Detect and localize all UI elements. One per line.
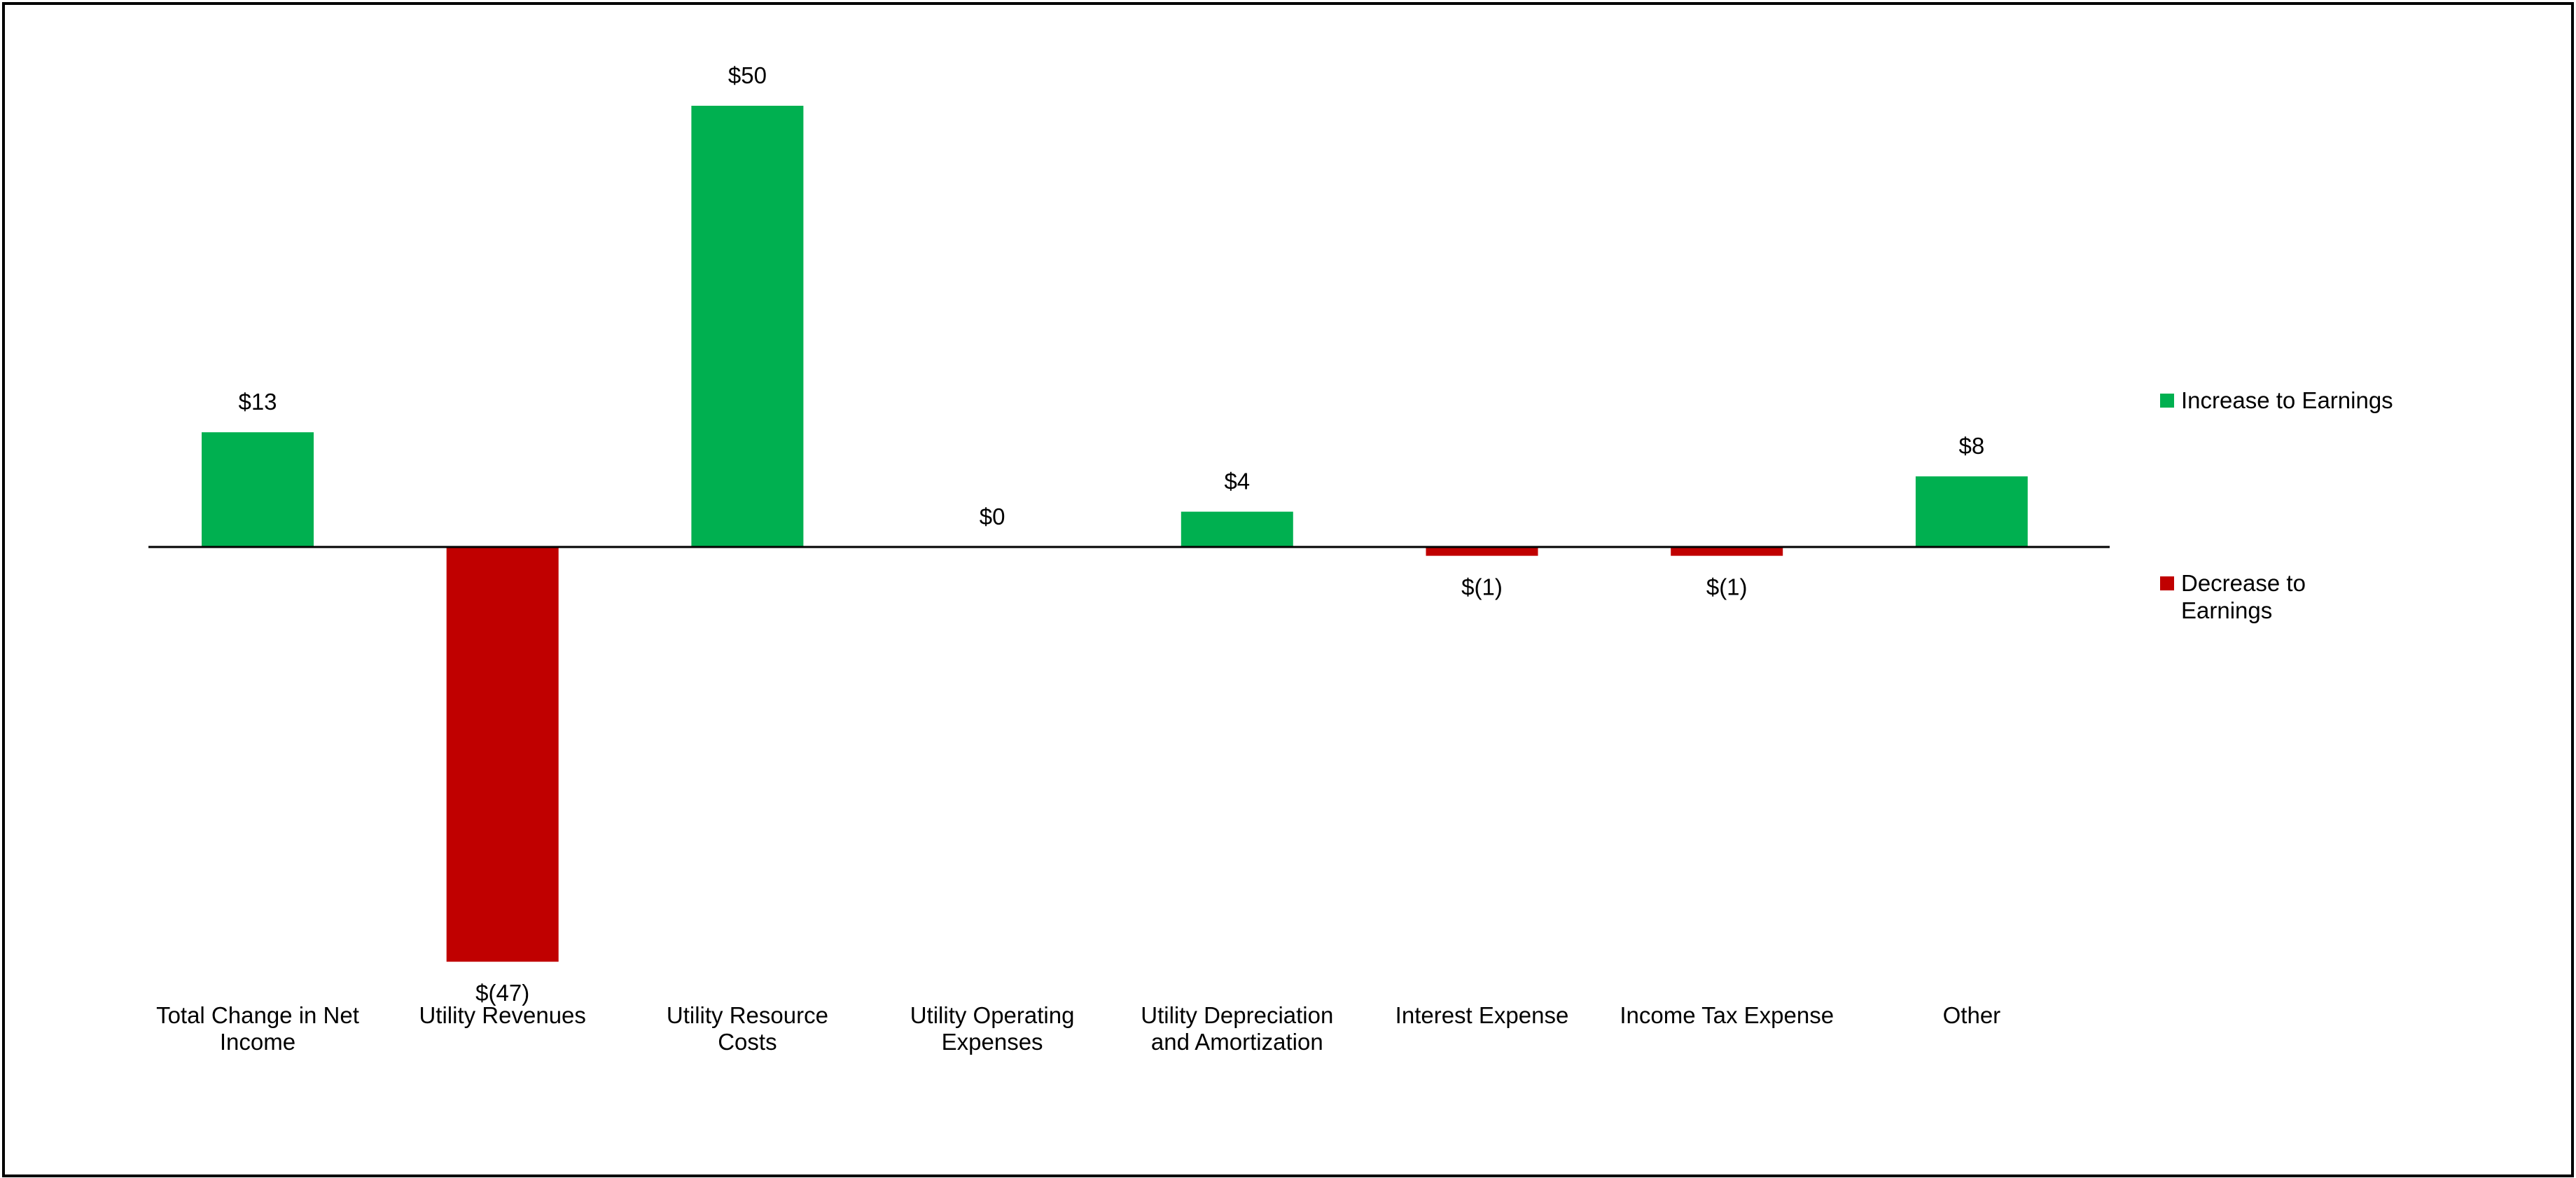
category-label-interest-expense: Interest Expense — [1395, 1002, 1569, 1028]
bar-utility-revenues — [446, 547, 559, 962]
category-label-other: Other — [1943, 1002, 2001, 1028]
legend-swatch-decrease — [2160, 576, 2174, 590]
data-label-utility-revenues: $(47) — [475, 980, 529, 1006]
category-label-utility-revenues: Utility Revenues — [419, 1002, 585, 1028]
data-label-total-change-in-net-income: $13 — [238, 389, 277, 415]
category-label-income-tax-expense: Income Tax Expense — [1620, 1002, 1834, 1028]
category-label-utility-depreciation-and-amortization: Utility Depreciation and Amortization — [1141, 1002, 1333, 1055]
legend: Increase to Earnings Decrease to Earning… — [2160, 387, 2393, 623]
bar-total-change-in-net-income — [202, 432, 314, 547]
legend-label-increase: Increase to Earnings — [2181, 387, 2393, 413]
bar-income-tax-expense — [1671, 547, 1783, 556]
bar-utility-depreciation-and-amortization — [1181, 511, 1293, 547]
legend-label-decrease-line2: Earnings — [2181, 597, 2272, 623]
legend-swatch-increase — [2160, 394, 2174, 408]
data-label-interest-expense: $(1) — [1461, 574, 1503, 600]
data-label-utility-operating-expenses: $0 — [980, 504, 1005, 529]
data-label-utility-depreciation-and-amortization: $4 — [1224, 469, 1250, 494]
bar-utility-resource-costs — [691, 106, 804, 547]
bar-other — [1915, 476, 2028, 547]
category-label-total-change-in-net-income: Total Change in Net Income — [156, 1002, 359, 1055]
data-label-income-tax-expense: $(1) — [1706, 574, 1748, 600]
bar-interest-expense — [1426, 547, 1538, 556]
category-label-utility-operating-expenses: Utility Operating Expenses — [910, 1002, 1075, 1055]
data-label-utility-resource-costs: $50 — [728, 62, 767, 88]
bars-layer — [202, 106, 2028, 962]
category-label-utility-resource-costs: Utility Resource Costs — [667, 1002, 828, 1055]
legend-label-decrease-line1: Decrease to — [2181, 570, 2306, 596]
data-label-other: $8 — [1959, 433, 1985, 459]
